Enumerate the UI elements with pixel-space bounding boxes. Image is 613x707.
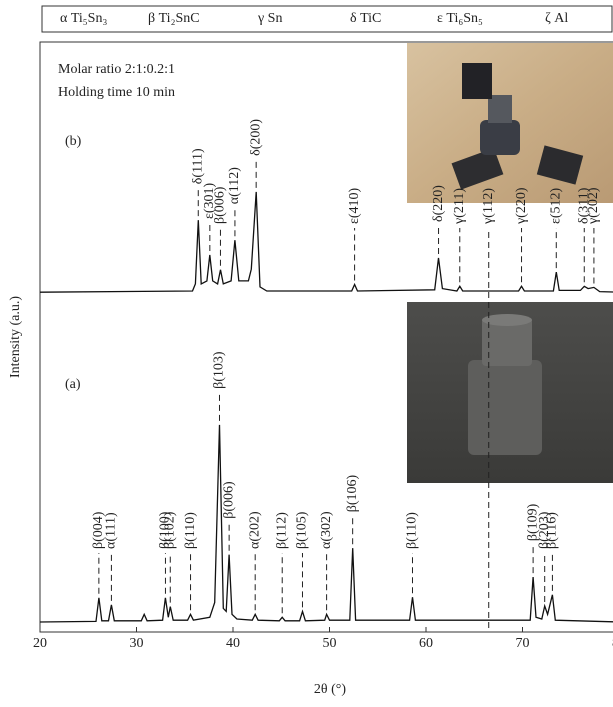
- peak-label: α(202): [247, 511, 262, 549]
- peak-label: β(006): [213, 186, 228, 224]
- peak-label: ε(512): [548, 187, 563, 224]
- photo-a: [407, 302, 613, 483]
- peak-label: γ(211): [452, 188, 467, 225]
- peak-label: α(111): [104, 512, 119, 549]
- peak-label: β(112): [274, 512, 289, 549]
- legend-entry: ζ Al: [545, 11, 568, 26]
- page: Molar ratio 2:1:0.2:1 Holding time 10 mi…: [0, 0, 613, 707]
- peak-label: α(302): [319, 511, 334, 549]
- photo-b: [407, 43, 613, 203]
- legend-box: [42, 6, 612, 32]
- peak-label: γ(112): [481, 188, 496, 225]
- note: Holding time 10 min: [58, 85, 175, 100]
- peak-label: ε(410): [347, 187, 362, 224]
- x-tick-label: 20: [33, 636, 47, 651]
- x-tick-label: 40: [226, 636, 240, 651]
- peak-label: α(112): [227, 167, 242, 204]
- peak-label: γ(220): [514, 187, 529, 225]
- peak-label: γ(202): [586, 187, 601, 225]
- x-tick-label: 50: [323, 636, 337, 651]
- x-tick-label: 70: [516, 636, 530, 651]
- legend-entry: α Ti₅Sn₃: [60, 11, 107, 26]
- peak-label: β(110): [183, 512, 198, 549]
- peak-label: δ(200): [248, 119, 263, 156]
- peak-label: β(106): [345, 474, 360, 512]
- peak-label: β(105): [295, 511, 310, 549]
- note: Molar ratio 2:1:0.2:1: [58, 62, 175, 77]
- series-label: (a): [65, 377, 81, 392]
- x-tick-label: 30: [130, 636, 144, 651]
- legend-entry: β Ti₂SnC: [148, 11, 200, 26]
- peak-label: β(116): [545, 512, 560, 549]
- series-label: (b): [65, 134, 82, 149]
- x-axis-label: 2θ (°): [314, 682, 346, 697]
- y-axis-label: Intensity (a.u.): [8, 296, 23, 378]
- figure: Molar ratio 2:1:0.2:1 Holding time 10 mi…: [0, 0, 613, 707]
- peak-label: δ(111): [190, 148, 205, 184]
- peak-label: δ(220): [431, 185, 446, 222]
- peak-label: β(006): [221, 481, 236, 519]
- peak-label: β(102): [162, 511, 177, 549]
- peak-label: β(103): [212, 351, 227, 389]
- legend-entry: γ Sn: [257, 11, 282, 26]
- peak-label: β(110): [405, 512, 420, 549]
- x-tick-label: 60: [419, 636, 433, 651]
- legend-entry: δ TiC: [350, 11, 381, 26]
- legend-entry: ε Ti₆Sn₅: [437, 11, 483, 26]
